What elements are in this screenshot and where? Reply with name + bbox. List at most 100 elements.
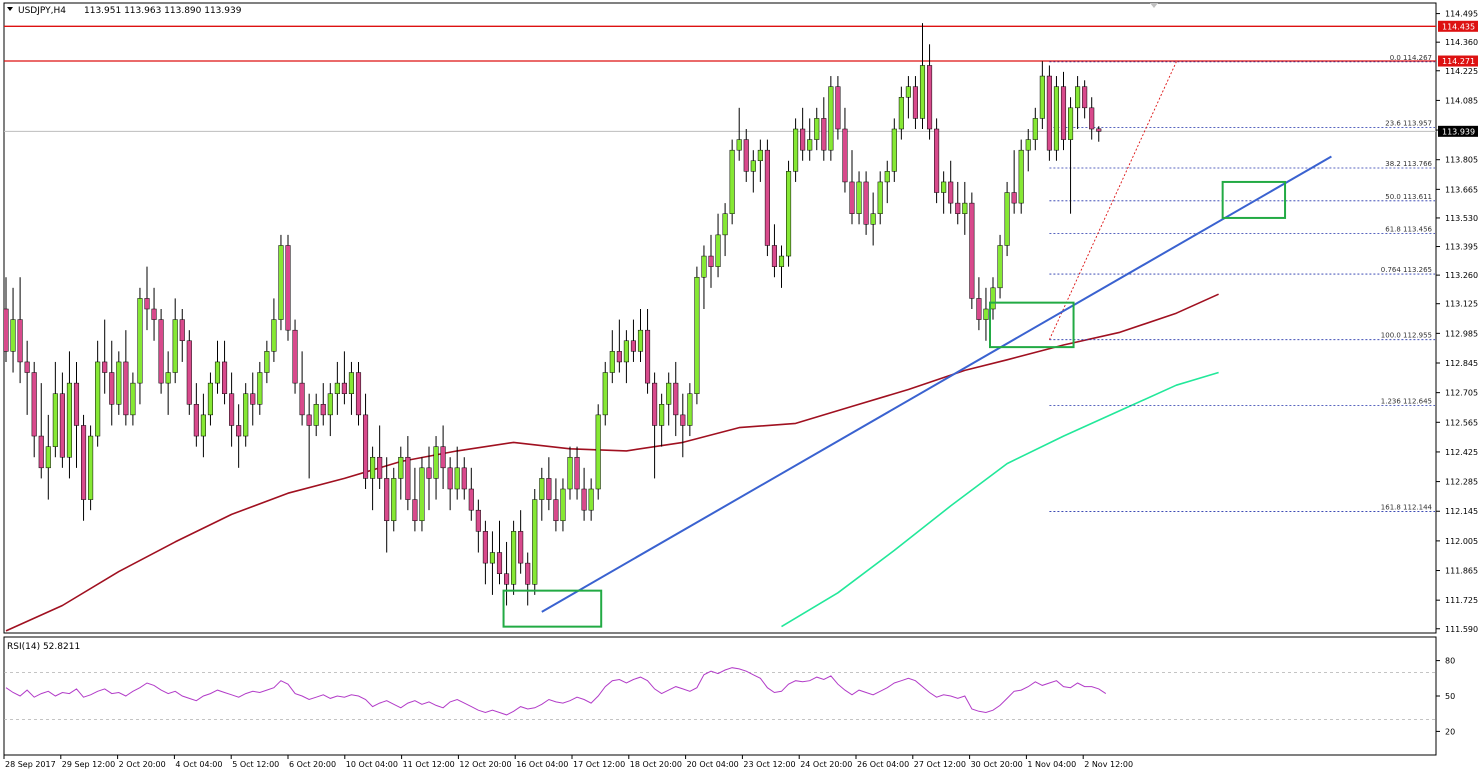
candle [243, 383, 249, 447]
bear-candle-body [1011, 192, 1017, 204]
bull-candle-body [532, 499, 538, 585]
bear-candle-body [73, 382, 80, 426]
price-tick-label: 113.805 [1445, 156, 1478, 165]
time-tick-label: 24 Oct 20:00 [800, 760, 852, 769]
price-tag-label: 114.435 [1442, 22, 1475, 31]
candle [912, 76, 919, 129]
candle [870, 192, 876, 246]
candle [729, 139, 735, 225]
bull-candle-body [10, 319, 16, 352]
candle [179, 309, 185, 362]
candle [186, 330, 192, 415]
candle [652, 372, 658, 479]
candle [941, 171, 947, 214]
price-tick-label: 113.530 [1445, 214, 1478, 223]
price-plot-area [3, 2, 1437, 634]
bull-candle-body [828, 86, 834, 151]
bear-candle-body [440, 446, 446, 469]
bear-candle-body [468, 488, 474, 511]
candle [919, 23, 926, 129]
bear-candle-body [109, 372, 115, 405]
bull-candle-body [757, 149, 763, 162]
dropdown-triangle-icon[interactable] [7, 7, 13, 11]
candle [419, 457, 425, 532]
bull-candle-body [539, 478, 545, 500]
candle [645, 309, 651, 394]
bear-candle-body [306, 414, 312, 426]
bull-candle-body [962, 202, 968, 214]
bull-candle-body [1075, 86, 1081, 109]
candle [313, 393, 319, 437]
candle [1060, 71, 1067, 151]
bear-candle-body [384, 478, 390, 522]
candle [553, 478, 559, 532]
resistance-lines [4, 25, 1436, 132]
bull-candle-body [1053, 86, 1060, 151]
bear-candle-body [102, 361, 108, 373]
bear-candle-body [912, 86, 919, 119]
highlight-boxes [502, 180, 1287, 628]
candle [1032, 107, 1038, 151]
bear-candle-body [645, 329, 651, 384]
time-tick-label: 18 Oct 20:00 [630, 760, 682, 769]
bear-candle-body [976, 298, 982, 320]
candle [271, 298, 277, 362]
bear-candle-body [186, 340, 192, 405]
price-tick-label: 113.665 [1445, 185, 1478, 194]
ohlc-values: 113.951 113.963 113.890 113.939 [84, 6, 242, 16]
bull-candle-body [391, 478, 397, 522]
price-tick-label: 112.285 [1445, 478, 1478, 487]
scroll-marker-icon[interactable] [1150, 3, 1158, 8]
bull-candle-body [243, 393, 249, 437]
time-tick-label: 6 Oct 20:00 [289, 760, 336, 769]
price-tick-label: 114.085 [1445, 96, 1478, 105]
bull-candle-body [997, 245, 1003, 289]
candle [38, 383, 44, 479]
candle [1082, 80, 1088, 119]
candle [778, 245, 785, 288]
bull-candle-body [609, 351, 615, 373]
bull-candle-body [990, 287, 996, 310]
candle [412, 467, 418, 532]
candle [123, 330, 129, 426]
bear-candle-body [969, 202, 975, 299]
bull-candle-body [884, 171, 890, 183]
bull-candle-body [659, 404, 665, 426]
candle [948, 160, 954, 214]
price-tag [1438, 55, 1478, 67]
time-tick-label: 27 Oct 12:00 [914, 760, 966, 769]
time-tick-label: 12 Oct 20:00 [459, 760, 511, 769]
time-tick-label: 4 Oct 04:00 [175, 760, 222, 769]
bear-candle-body [1046, 75, 1052, 151]
price-tag [1438, 20, 1478, 32]
fib-level-label: 161.8 112.144 [1381, 503, 1433, 511]
bear-candle-body [363, 414, 369, 479]
bear-candle-body [496, 552, 503, 574]
candle [45, 414, 51, 500]
bear-candle-body [447, 467, 453, 490]
bull-candle-body [666, 382, 672, 405]
bear-candle-body [630, 340, 637, 352]
candle [1025, 129, 1031, 172]
candle [800, 107, 806, 161]
fib-level-label: 61.8 113.456 [1385, 226, 1432, 234]
bear-candle-body [764, 149, 770, 246]
bull-candle-body [814, 118, 820, 140]
bear-candle-body [377, 456, 383, 479]
bear-candle-body [17, 319, 23, 363]
candle [250, 372, 256, 426]
bull-candle-body [905, 86, 911, 98]
rsi-tick-label: 50 [1445, 692, 1455, 701]
candle [905, 76, 911, 119]
candle [102, 319, 108, 394]
candle [1068, 97, 1074, 214]
candle [581, 467, 587, 521]
bear-candle-body [504, 573, 510, 585]
fib-swing-line [1048, 61, 1177, 340]
bull-candle-body [52, 393, 58, 447]
bear-candle-body [1089, 107, 1095, 130]
chart-header: USDJPY,H4 113.951 113.963 113.890 113.93… [7, 6, 242, 16]
bull-candle-body [715, 234, 721, 267]
price-tick-label: 114.495 [1445, 10, 1478, 19]
bear-candle-body [581, 488, 587, 511]
